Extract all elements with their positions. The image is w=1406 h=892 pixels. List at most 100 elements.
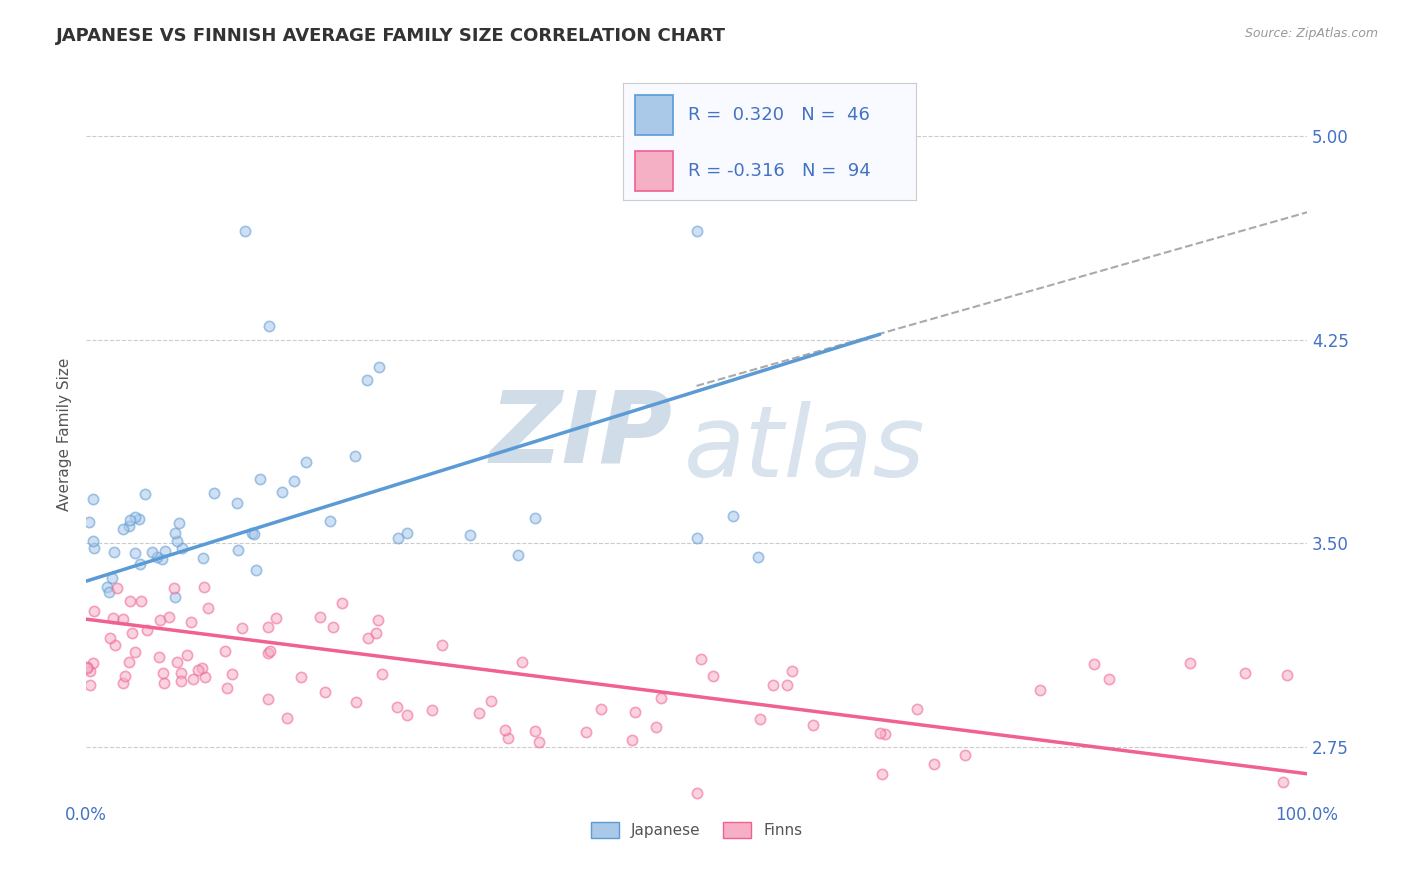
Point (242, 526, 264, 541)
Point (330, 597, 353, 611)
Point (193, 581, 215, 595)
Point (1098, 672, 1121, 686)
Point (134, 487, 156, 501)
Point (264, 611, 287, 625)
Point (496, 731, 519, 745)
Point (187, 663, 209, 677)
Point (249, 472, 271, 486)
Point (290, 670, 312, 684)
Point (76, 660, 98, 674)
Point (621, 733, 644, 747)
Point (385, 700, 408, 714)
Point (181, 672, 204, 686)
Point (468, 706, 491, 720)
Point (77, 515, 100, 529)
Point (233, 224, 256, 238)
Point (494, 723, 516, 737)
Point (387, 531, 409, 545)
Point (114, 669, 136, 683)
Y-axis label: Average Family Size: Average Family Size (58, 358, 72, 511)
Point (523, 510, 546, 524)
Point (650, 691, 672, 706)
Point (395, 708, 418, 723)
Point (100, 631, 122, 645)
Point (103, 545, 125, 559)
Point (1083, 657, 1105, 671)
Point (875, 727, 897, 741)
Point (141, 544, 163, 558)
Point (111, 612, 134, 626)
Point (702, 668, 724, 682)
Point (120, 513, 142, 527)
Point (322, 620, 344, 634)
Point (124, 510, 146, 524)
Point (194, 670, 217, 684)
Point (368, 359, 391, 374)
Text: Source: ZipAtlas.com: Source: ZipAtlas.com (1244, 27, 1378, 40)
Point (458, 528, 481, 542)
Point (309, 610, 332, 624)
Point (193, 551, 215, 566)
Point (344, 695, 367, 709)
Point (276, 711, 298, 725)
Text: JAPANESE VS FINNISH AVERAGE FAMILY SIZE CORRELATION CHART: JAPANESE VS FINNISH AVERAGE FAMILY SIZE … (56, 27, 727, 45)
Point (214, 644, 236, 658)
Point (166, 533, 188, 548)
Point (953, 747, 976, 762)
Point (221, 667, 243, 681)
Point (481, 694, 503, 708)
Point (259, 643, 281, 657)
Point (191, 661, 214, 675)
Point (136, 623, 159, 637)
Point (83, 541, 105, 556)
Point (117, 655, 139, 669)
Point (506, 549, 529, 563)
Point (163, 591, 186, 605)
Point (240, 525, 263, 540)
Point (131, 593, 153, 607)
Point (319, 515, 342, 529)
Point (226, 496, 249, 510)
Point (869, 726, 891, 740)
Point (1271, 775, 1294, 789)
Point (922, 757, 945, 772)
Point (371, 666, 394, 681)
Point (430, 638, 453, 652)
Point (104, 638, 127, 652)
Text: atlas: atlas (685, 401, 927, 498)
Point (776, 678, 799, 692)
Point (112, 522, 135, 536)
Point (1178, 657, 1201, 671)
Point (128, 512, 150, 526)
Point (367, 613, 389, 627)
Point (780, 664, 803, 678)
Point (121, 626, 143, 640)
Point (118, 593, 141, 607)
Point (79, 665, 101, 679)
Point (721, 509, 744, 524)
Point (167, 516, 190, 531)
Point (149, 613, 172, 627)
Point (79, 678, 101, 692)
Point (529, 734, 551, 748)
Point (170, 666, 193, 681)
Point (170, 541, 193, 555)
Point (283, 475, 305, 489)
Point (356, 374, 378, 388)
Point (128, 557, 150, 571)
Point (153, 544, 176, 558)
Point (510, 655, 533, 669)
Point (295, 455, 318, 469)
Point (257, 691, 280, 706)
Point (231, 621, 253, 635)
Point (685, 224, 707, 238)
Point (395, 526, 418, 541)
Point (747, 549, 769, 564)
Point (575, 724, 598, 739)
Point (152, 665, 174, 680)
Point (105, 581, 128, 595)
Point (685, 786, 707, 800)
Point (870, 767, 893, 781)
Point (257, 620, 280, 634)
Point (118, 519, 141, 533)
